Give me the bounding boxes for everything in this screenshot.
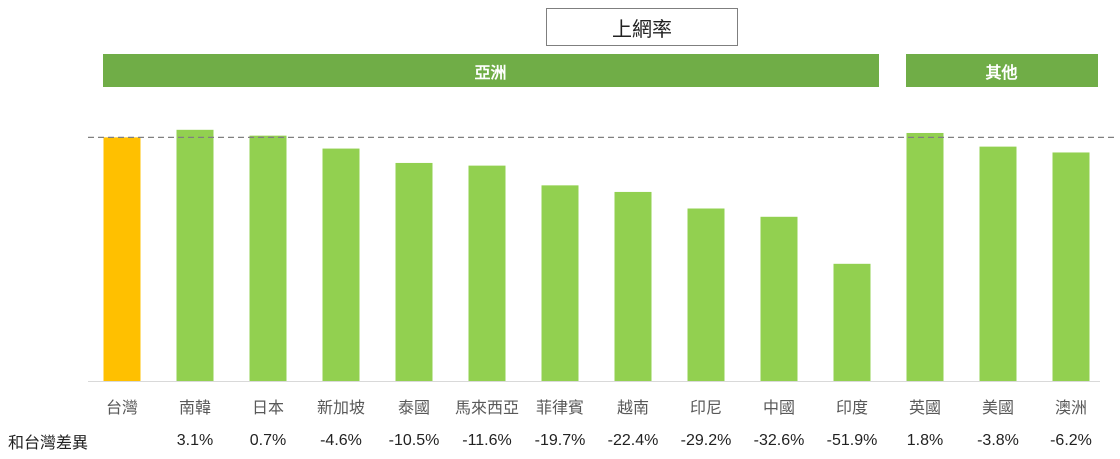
category-label-7: 越南 <box>617 398 649 417</box>
bar-5 <box>468 165 506 381</box>
bar-9 <box>760 216 798 381</box>
category-label-10: 印度 <box>836 398 868 417</box>
category-label-3: 新加坡 <box>317 398 365 417</box>
category-label-12: 美國 <box>982 398 1014 417</box>
diff-value-11: 1.8% <box>907 432 943 449</box>
diff-value-8: -29.2% <box>681 432 732 449</box>
bar-3 <box>322 148 360 381</box>
group-band-0: 亞洲 <box>102 54 879 87</box>
bar-6 <box>541 185 579 381</box>
bar-12 <box>979 146 1017 381</box>
diff-value-12: -3.8% <box>977 432 1019 449</box>
category-label-8: 印尼 <box>690 398 722 417</box>
category-label-11: 英國 <box>909 398 941 417</box>
bar-4 <box>395 162 433 381</box>
category-label-4: 泰國 <box>398 398 430 417</box>
bar-10 <box>833 263 871 381</box>
category-label-5: 馬來西亞 <box>455 398 519 417</box>
group-band-1: 其他 <box>905 54 1098 87</box>
diff-value-6: -19.7% <box>535 432 586 449</box>
category-label-13: 澳洲 <box>1055 398 1087 417</box>
bar-13 <box>1052 152 1090 381</box>
diff-row-label: 和台灣差異 <box>8 433 89 452</box>
category-label-1: 南韓 <box>179 398 211 417</box>
bar-2 <box>249 135 287 381</box>
diff-value-2: 0.7% <box>250 432 286 449</box>
category-label-9: 中國 <box>763 398 795 417</box>
diff-value-7: -22.4% <box>608 432 659 449</box>
diff-value-4: -10.5% <box>389 432 440 449</box>
category-label-6: 菲律賓 <box>536 398 584 417</box>
diff-value-3: -4.6% <box>320 432 362 449</box>
bar-7 <box>614 191 652 381</box>
diff-value-9: -32.6% <box>754 432 805 449</box>
bar-11 <box>906 132 944 381</box>
bar-1 <box>176 129 214 381</box>
chart-title: 上網率 <box>546 8 738 46</box>
category-label-0: 台灣 <box>106 398 138 417</box>
bar-0 <box>103 137 141 381</box>
diff-value-13: -6.2% <box>1050 432 1092 449</box>
diff-value-1: 3.1% <box>177 432 213 449</box>
category-label-2: 日本 <box>252 398 284 417</box>
diff-value-10: -51.9% <box>827 432 878 449</box>
diff-value-5: -11.6% <box>462 432 512 449</box>
bar-8 <box>687 208 725 381</box>
